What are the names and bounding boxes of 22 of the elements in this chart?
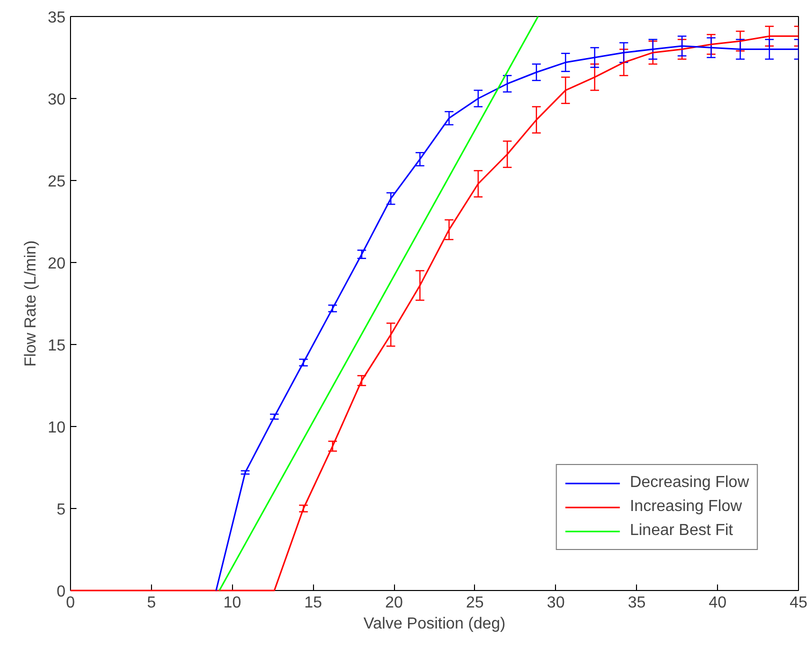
- y-tick-label: 5: [56, 502, 66, 518]
- y-axis-title: Flow Rate (L/min): [22, 240, 40, 367]
- x-tick-label: 15: [304, 594, 322, 612]
- x-tick-label: 10: [223, 594, 242, 612]
- legend-label: Linear Best Fit: [630, 522, 733, 540]
- x-tick-label: 25: [466, 594, 484, 612]
- x-tick-label: 40: [708, 594, 727, 612]
- y-tick-label: 25: [48, 174, 66, 190]
- legend-label: Increasing Flow: [630, 498, 742, 516]
- legend-label: Decreasing Flow: [630, 474, 749, 492]
- y-tick-label: 20: [48, 256, 66, 272]
- x-tick-label: 5: [146, 594, 156, 612]
- x-tick-label: 20: [385, 594, 404, 612]
- y-tick-label: 10: [48, 420, 66, 436]
- x-axis-title: Valve Position (deg): [364, 616, 506, 632]
- y-tick-label: 30: [48, 92, 66, 108]
- x-tick-label: 45: [790, 594, 808, 612]
- y-tick-label: 15: [48, 338, 66, 354]
- y-tick-label: 0: [56, 584, 66, 600]
- x-tick-label: 35: [628, 594, 646, 612]
- y-tick-label: 35: [48, 10, 66, 26]
- x-tick-label: 30: [546, 594, 565, 612]
